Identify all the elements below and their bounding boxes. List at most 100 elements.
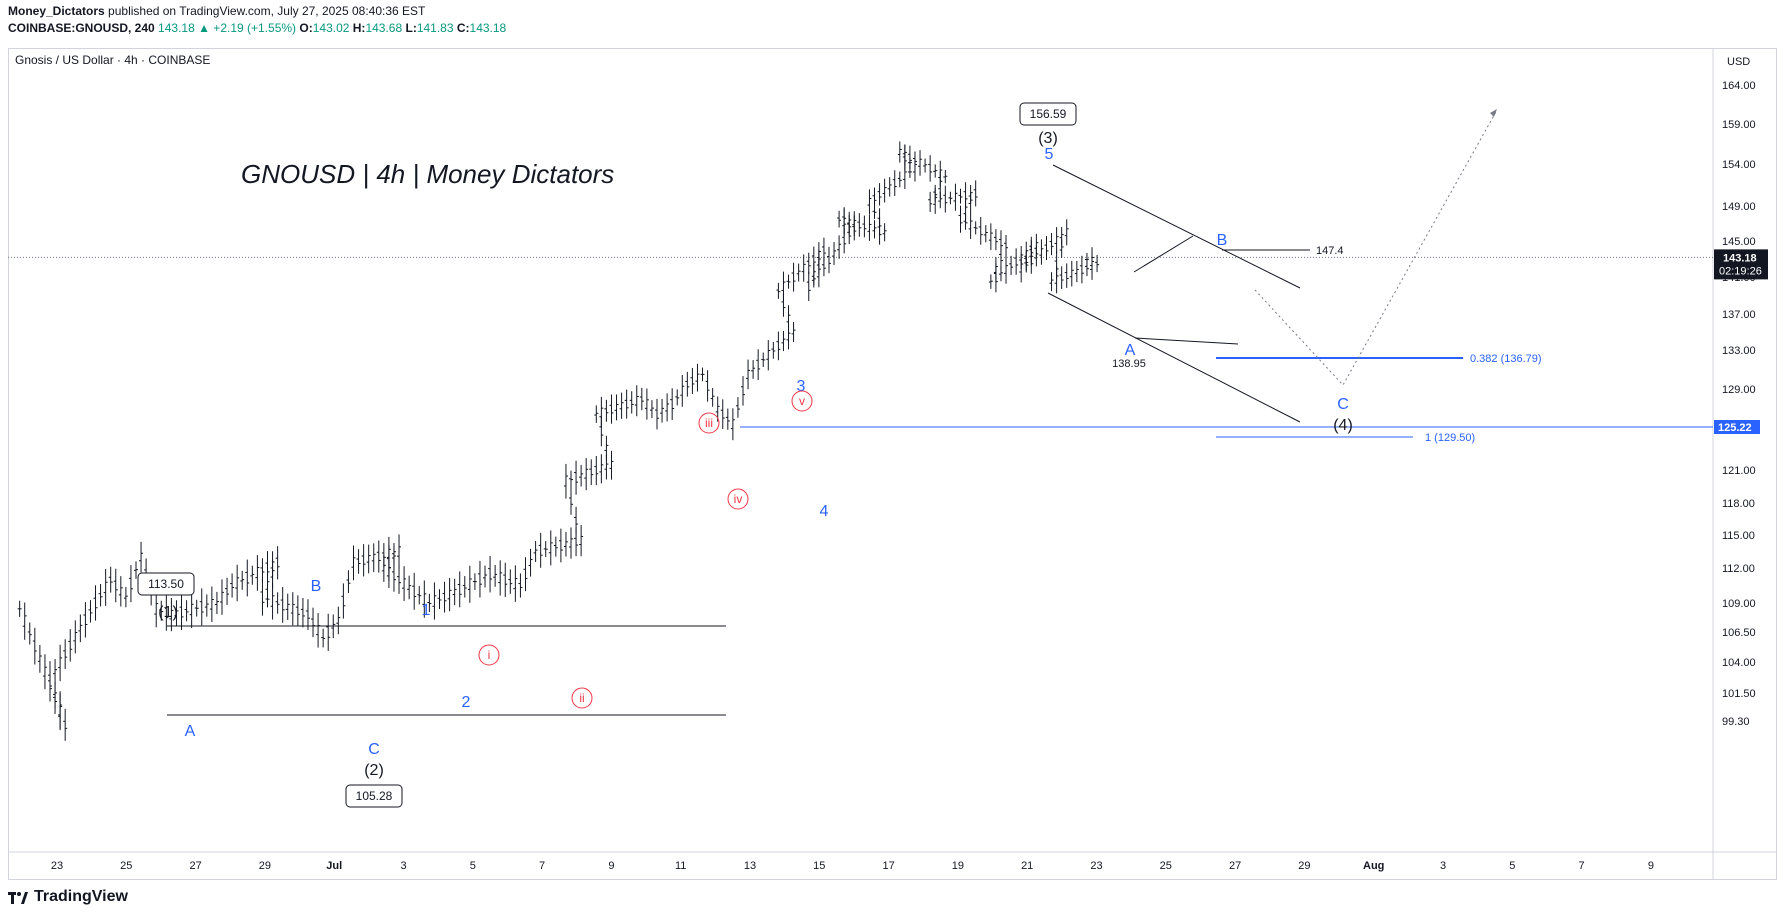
tradingview-footer[interactable]: TradingView [8,888,128,906]
x-tick-label: 21 [1021,860,1033,872]
ohlc-bar [579,464,584,487]
ohlc-bar [594,456,599,486]
ohlc-bar [199,588,204,626]
wave-label-red-iii: iii [705,416,713,430]
b-level-label: 147.4 [1316,245,1344,257]
ohlc-bar [594,405,599,423]
ohlc-bar [381,554,386,582]
projection-arrowhead [1490,109,1497,117]
projection-path[interactable] [1254,109,1498,386]
ohlc-bar [412,572,417,610]
price-box-wave-3-text: 156.59 [1030,107,1067,121]
wave-label-2: (2) [364,762,384,779]
ohlc-bar [993,263,998,293]
red-wave-circle [698,412,720,434]
ohlc-bar [558,528,563,563]
ohlc-bar [791,321,796,343]
high-value: 143.68 [365,21,403,35]
price-box-wave-1 [137,572,195,596]
ohlc-bar [918,150,923,176]
ohlc-bar [791,262,796,292]
ohlc-bar [837,210,842,228]
fib-level-label: 1 (129.50) [1425,432,1475,444]
ohlc-bar [123,587,128,608]
ohlc-bar [877,183,882,206]
ohlc-bar [553,536,558,557]
wave-label-4: (4) [1333,417,1353,434]
channel-lower-line[interactable] [1047,292,1301,423]
ohlc-bar [852,211,857,236]
ohlc-bar [746,359,751,390]
ohlc-bar [53,659,58,685]
ohlc-bar [998,265,1003,282]
ohlc-bar [933,188,938,214]
ohlc-bar [619,392,624,419]
ohlc-bar [48,661,52,701]
ohlc-bar [42,654,47,690]
x-tick-label: 9 [1648,860,1654,872]
ohlc-bar [255,555,260,591]
ohlc-bar [1064,219,1069,246]
red-wave-circle [478,644,500,666]
triangle-upper-line[interactable] [1133,235,1194,273]
ohlc-bar [275,546,280,580]
ohlc-bar [569,470,574,488]
ohlc-bar [766,340,771,371]
price-box-wave-2-text: 105.28 [356,789,393,803]
publisher-name[interactable]: Money_Dictators [8,4,105,18]
currency-label[interactable]: USD [1727,56,1750,68]
ohlc-bar [786,305,791,332]
ohlc-bar [477,560,482,598]
wave-label-blue-c: C [368,741,380,758]
price-chart[interactable]: Gnosis / US Dollar · 4h · COINBASE USD G… [0,0,1785,880]
ohlc-bar [1054,227,1059,254]
ohlc-bar [857,213,862,237]
ohlc-bar [988,223,993,251]
chart-watermark-title: GNOUSD | 4h | Money Dictators [241,159,614,189]
ohlc-bar [751,360,756,379]
y-tick-label: 129.00 [1722,384,1756,396]
x-tick-label: 15 [813,860,825,872]
ohlc-bar [336,606,341,635]
ohlc-bar [1090,247,1095,276]
tradingview-brand: TradingView [34,888,128,905]
wave-label-1: (1) [158,604,178,621]
ohlc-bar [569,487,574,515]
ohlc-bar [128,565,133,603]
ohlc-bar [832,242,837,265]
ohlc-bar [1009,255,1014,276]
ohlc-bar [22,602,27,640]
channel-upper-line[interactable] [1052,164,1301,289]
ohlc-bar [998,245,1003,270]
ohlc-bar [599,454,604,484]
ohlc-bar [978,216,983,245]
ohlc-bar [37,644,42,673]
ohlc-bar [280,587,285,623]
ohlc-bar [938,191,943,209]
ohlc-bar [214,591,219,615]
ohlc-bar [371,543,376,573]
ohlc-bar [614,394,619,421]
ohlc-bar [270,582,275,620]
x-tick-label: 5 [470,860,476,872]
x-tick-label: 9 [608,860,614,872]
ohlc-bar [902,144,907,165]
price-box-wave-1-text: 113.50 [148,577,184,591]
symbol-label: COINBASE:GNOUSD, 240 [8,21,155,35]
ohlc-bar [417,586,422,605]
ohlc-bar [93,585,98,621]
ohlc-bar [361,544,366,577]
ohlc-bar [73,620,78,654]
red-wave-circle [727,488,749,510]
triangle-lower-line[interactable] [1134,337,1239,345]
red-wave-circle [571,687,593,709]
x-tick-label: 7 [1579,860,1585,872]
ohlc-bar [305,599,310,630]
ohlc-bar [472,573,477,590]
wave-label-red-v: v [799,394,805,408]
ohlc-bar [958,205,963,233]
ohlc-bar [219,579,224,615]
ohlc-bar [311,607,316,638]
ohlc-bar [209,586,214,622]
ohlc-bar [518,573,523,598]
